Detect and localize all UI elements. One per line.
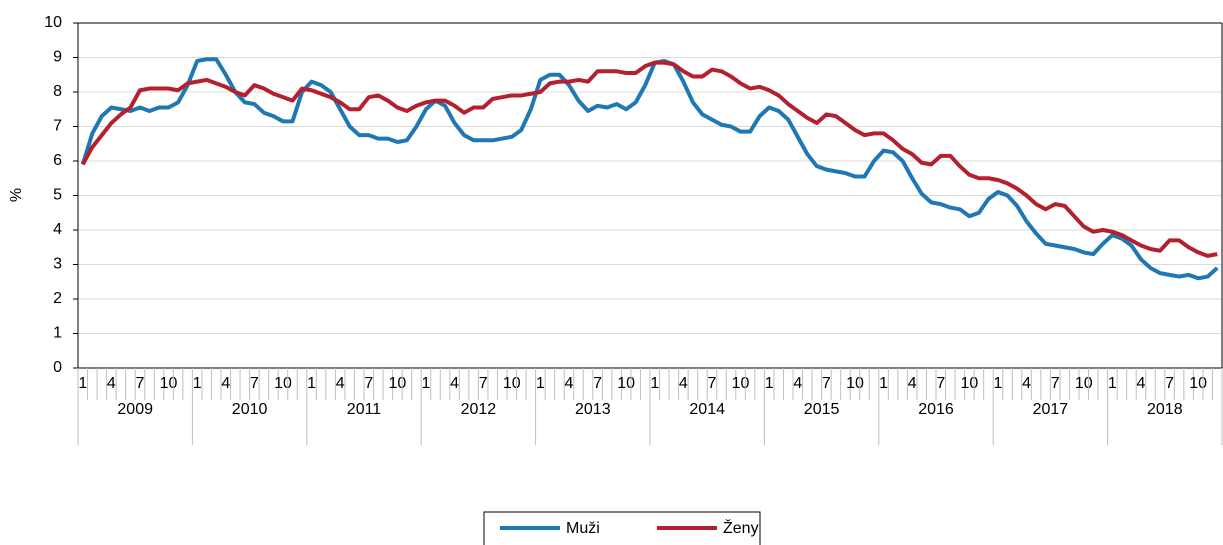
x-tick-label: 10 <box>617 375 635 392</box>
year-label: 2010 <box>232 401 268 418</box>
x-tick-label: 7 <box>136 375 145 392</box>
y-tick-label: 1 <box>53 325 62 342</box>
year-label: 2011 <box>347 401 382 418</box>
x-tick-label: 4 <box>221 375 230 392</box>
x-tick-label: 7 <box>1165 375 1174 392</box>
y-axis-label: % <box>8 188 25 202</box>
x-tick-label: 7 <box>1051 375 1060 392</box>
y-tick-label: 8 <box>53 83 62 100</box>
year-label: 2015 <box>804 401 840 418</box>
x-tick-label: 10 <box>1189 375 1207 392</box>
year-label: 2018 <box>1147 401 1183 418</box>
legend-label: Muži <box>566 520 600 537</box>
x-tick-label: 4 <box>679 375 688 392</box>
x-tick-label: 7 <box>479 375 488 392</box>
x-tick-label: 7 <box>364 375 373 392</box>
x-tick-label: 7 <box>593 375 602 392</box>
x-tick-label: 4 <box>908 375 917 392</box>
year-label: 2009 <box>117 401 153 418</box>
y-tick-label: 5 <box>53 187 62 204</box>
x-tick-label: 1 <box>879 375 888 392</box>
year-label: 2017 <box>1033 401 1069 418</box>
x-tick-label: 4 <box>565 375 574 392</box>
x-tick-label: 10 <box>960 375 978 392</box>
year-label: 2012 <box>461 401 497 418</box>
year-label: 2016 <box>918 401 954 418</box>
x-tick-label: 1 <box>994 375 1003 392</box>
x-tick-label: 1 <box>536 375 545 392</box>
x-tick-label: 10 <box>388 375 406 392</box>
x-tick-label: 10 <box>1075 375 1093 392</box>
x-tick-label: 1 <box>1108 375 1117 392</box>
x-tick-label: 1 <box>193 375 202 392</box>
x-tick-label: 7 <box>822 375 831 392</box>
legend-label: Ženy <box>723 518 759 537</box>
x-tick-label: 1 <box>765 375 774 392</box>
series-line <box>80 57 1219 281</box>
y-tick-label: 0 <box>53 359 62 376</box>
x-tick-label: 7 <box>708 375 717 392</box>
x-tick-label: 10 <box>160 375 178 392</box>
x-tick-label: 4 <box>107 375 116 392</box>
y-tick-label: 7 <box>53 118 62 135</box>
x-tick-label: 10 <box>846 375 864 392</box>
x-tick-label: 4 <box>793 375 802 392</box>
y-tick-label: 3 <box>53 256 62 273</box>
x-tick-label: 1 <box>650 375 659 392</box>
x-tick-label: 10 <box>732 375 750 392</box>
year-label: 2013 <box>575 401 611 418</box>
x-tick-label: 1 <box>422 375 431 392</box>
x-tick-label: 7 <box>250 375 259 392</box>
series-line <box>81 60 1218 258</box>
y-tick-label: 4 <box>53 221 62 238</box>
x-tick-label: 4 <box>336 375 345 392</box>
x-tick-label: 1 <box>307 375 316 392</box>
x-tick-label: 7 <box>936 375 945 392</box>
x-tick-label: 4 <box>1137 375 1146 392</box>
x-tick-label: 10 <box>274 375 292 392</box>
y-tick-label: 10 <box>44 14 62 31</box>
x-tick-label: 1 <box>78 375 87 392</box>
x-tick-label: 4 <box>450 375 459 392</box>
y-tick-label: 6 <box>53 152 62 169</box>
y-tick-label: 2 <box>53 290 62 307</box>
x-tick-label: 10 <box>503 375 521 392</box>
x-tick-label: 4 <box>1022 375 1031 392</box>
y-tick-label: 9 <box>53 49 62 66</box>
year-label: 2014 <box>689 401 725 418</box>
